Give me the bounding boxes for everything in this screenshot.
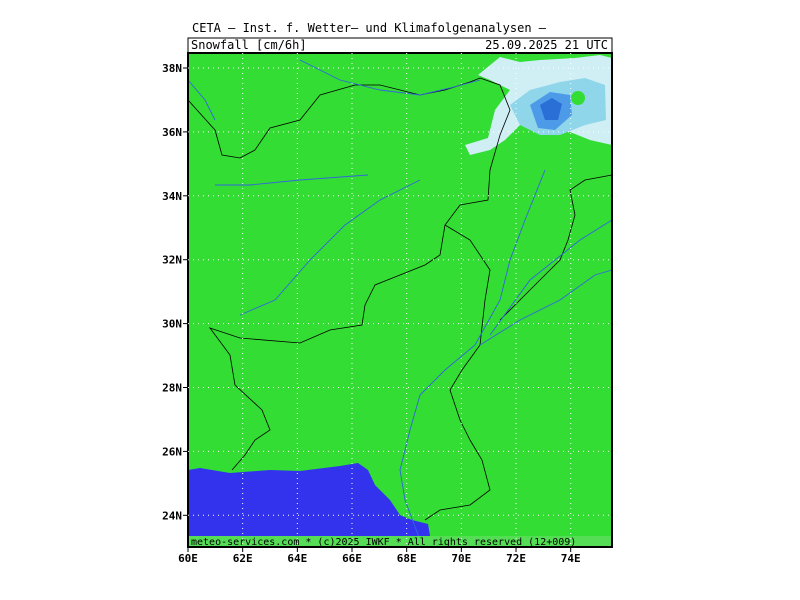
title: CETA – Inst. f. Wetter– und Klimafolgena… — [192, 21, 547, 35]
time-label: 25.09.2025 21 UTC — [485, 38, 608, 52]
x-tick-label: 68E — [397, 552, 417, 565]
y-tick-label: 36N — [162, 126, 182, 139]
land — [188, 53, 612, 547]
footer-strip — [188, 536, 612, 547]
borders — [187, 77, 613, 521]
sea — [188, 463, 432, 547]
x-tick-label: 62E — [233, 552, 253, 565]
y-tick-label: 24N — [162, 509, 182, 522]
x-tick-label: 60E — [178, 552, 198, 565]
rivers — [187, 59, 613, 541]
y-tick-label: 28N — [162, 382, 182, 395]
axes: 60E 62E 64E 66E 68E 70E 72E 74E 38N 36N 34N 32N 30N 2… — [162, 53, 612, 565]
field-label: Snowfall [cm/6h] — [191, 38, 307, 52]
x-tick-label: 64E — [287, 552, 307, 565]
y-tick-label: 26N — [162, 445, 182, 458]
y-tick-label: 30N — [162, 318, 182, 331]
x-tick-label: 70E — [451, 552, 471, 565]
x-tick-label: 66E — [342, 552, 362, 565]
x-tick-label: 74E — [561, 552, 581, 565]
y-tick-label: 38N — [162, 62, 182, 75]
map-frame — [187, 52, 613, 548]
y-tick-label: 32N — [162, 254, 182, 267]
footer-text: meteo-services.com * (c)2025 IWKF * All … — [191, 537, 576, 548]
x-tick-label: 72E — [506, 552, 526, 565]
y-tick-label: 34N — [162, 190, 182, 203]
